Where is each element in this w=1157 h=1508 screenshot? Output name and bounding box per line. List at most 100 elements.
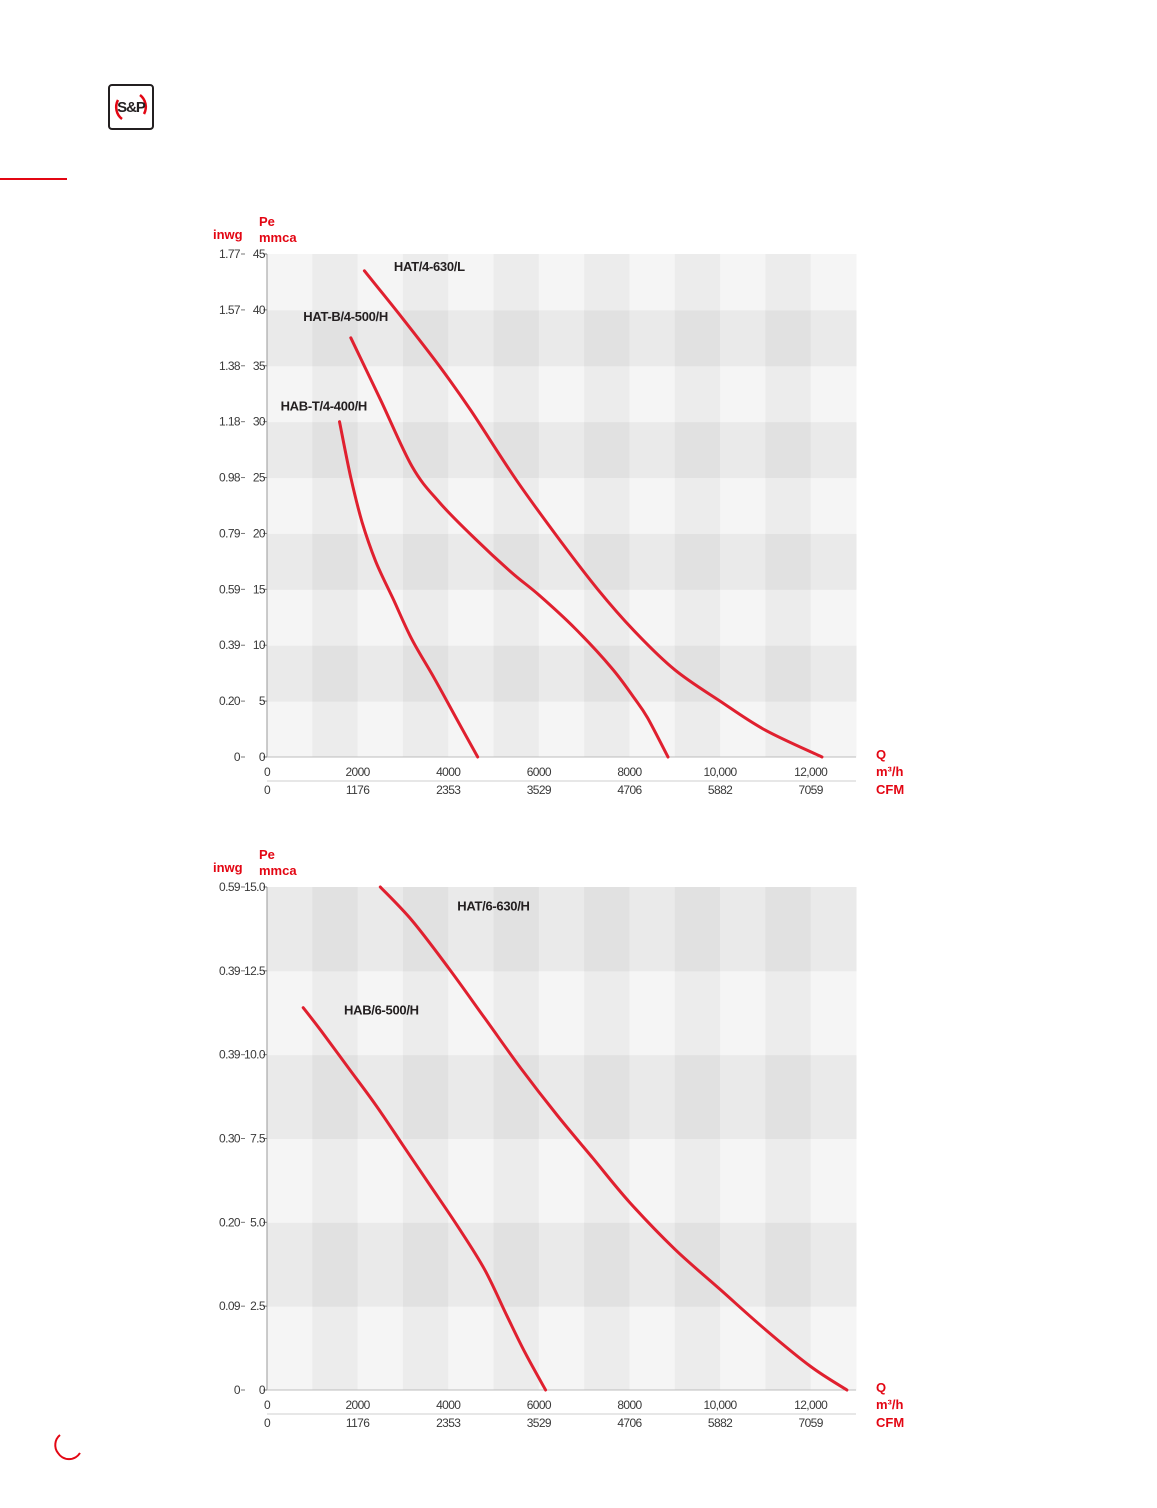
grid-cell [312, 254, 359, 311]
grid-cell [402, 309, 449, 367]
x-axis-label-q: Q [876, 1380, 886, 1395]
grid-cell [493, 589, 540, 646]
inwg-tick-label: 0.59 [219, 880, 241, 894]
x-tick-label: 0 [264, 765, 271, 779]
grid-cell [312, 1054, 359, 1139]
x-tick-label: 8000 [617, 1398, 642, 1412]
grid-cell [629, 887, 676, 972]
grid-cell [629, 1222, 676, 1307]
grid-cell [810, 309, 857, 367]
x-tick-label: 8000 [617, 765, 642, 779]
grid-cell [765, 1222, 812, 1307]
x-tick-label: 10,000 [704, 765, 738, 779]
grid-cell [493, 254, 540, 311]
inwg-tick-label: 1.18 [219, 415, 241, 429]
y-axis-label-pe: Pe [259, 847, 275, 862]
series-label: HAT-B/4-500/H [303, 309, 388, 324]
inwg-tick-label: 1.57 [219, 303, 241, 317]
grid-cell [674, 1054, 721, 1139]
grid-cell [448, 645, 495, 702]
inwg-tick-label: 0.09 [219, 1299, 241, 1313]
x-axis-label-unit: m³/h [876, 1397, 904, 1412]
grid-cell [720, 421, 766, 479]
grid-cell [584, 365, 630, 423]
y-tick-label: 15.0 [244, 880, 266, 894]
brand-logo: S&P [108, 84, 154, 130]
grid-cell [493, 421, 540, 479]
grid-cell [810, 421, 857, 479]
y-tick-label: 2.5 [250, 1299, 266, 1313]
grid-cell [357, 477, 404, 534]
grid-cell [538, 1222, 585, 1307]
grid-cell [810, 1222, 857, 1307]
grid-cell [765, 645, 812, 702]
grid-cell [584, 1054, 630, 1139]
y-tick-label: 5.0 [250, 1215, 266, 1229]
grid-cell [312, 1222, 359, 1307]
x-tick-label: 2000 [345, 765, 370, 779]
grid-cell [357, 309, 404, 367]
grid-cell [720, 1054, 766, 1139]
grid-cell [584, 701, 630, 758]
grid-cell [312, 589, 359, 646]
grid-cell [402, 1054, 449, 1139]
grid-cell [629, 365, 676, 423]
inwg-tick-label: 0 [234, 1383, 241, 1397]
cfm-tick-label: 2353 [436, 1416, 461, 1430]
grid-cell [629, 254, 676, 311]
grid-cell [312, 887, 359, 972]
grid-cell [448, 1222, 495, 1307]
grid-cell [720, 309, 766, 367]
grid-cell [493, 365, 540, 423]
grid-cell [312, 477, 359, 534]
grid-cell [312, 645, 359, 702]
x-tick-label: 4000 [436, 1398, 461, 1412]
grid-cell [267, 589, 313, 646]
x-tick-label: 0 [264, 1398, 271, 1412]
grid-cell [538, 421, 585, 479]
grid-cell [629, 970, 676, 1056]
y-tick-label: 7.5 [250, 1132, 266, 1146]
grid-cell [720, 887, 766, 972]
grid-cell [674, 477, 721, 534]
grid-cell [493, 701, 540, 758]
grid-cell [538, 1054, 585, 1139]
cfm-tick-label: 5882 [708, 1416, 733, 1430]
x-axis-label-q: Q [876, 747, 886, 762]
inwg-tick-label: 0.59 [219, 582, 241, 596]
grid-cell [402, 970, 449, 1056]
grid-cell [810, 645, 857, 702]
grid-cell [267, 701, 313, 758]
grid-cell [538, 309, 585, 367]
grid-cell [267, 1222, 313, 1307]
x-tick-label: 10,000 [704, 1398, 738, 1412]
grid-cell [810, 365, 857, 423]
grid-cell [765, 1054, 812, 1139]
y-tick-label: 0 [259, 750, 266, 764]
grid-cell [357, 1138, 404, 1223]
grid-cell [674, 421, 721, 479]
grid-cell [584, 1306, 630, 1391]
y-tick-label: 0 [259, 1383, 266, 1397]
grid-cell [720, 1306, 766, 1391]
grid-cell [357, 254, 404, 311]
grid-cell [810, 1306, 857, 1391]
grid-cell [357, 1222, 404, 1307]
grid-cell [538, 254, 585, 311]
grid-cell [267, 365, 313, 423]
grid-cell [357, 533, 404, 590]
grid-cell [674, 365, 721, 423]
grid-cell [448, 1306, 495, 1391]
inwg-tick-label: 0.20 [219, 1215, 241, 1229]
grid-cell [629, 645, 676, 702]
grid-cell [402, 254, 449, 311]
grid-cell [493, 477, 540, 534]
fan-curve-chart-4-pole: 0050.20100.39150.59200.79250.98301.18351… [213, 214, 904, 797]
x-axis-label-cfm: CFM [876, 782, 904, 797]
grid-cell [765, 365, 812, 423]
grid-cell [584, 421, 630, 479]
grid-cell [674, 533, 721, 590]
inwg-tick-label: 0.30 [219, 1132, 241, 1146]
grid-cell [765, 887, 812, 972]
